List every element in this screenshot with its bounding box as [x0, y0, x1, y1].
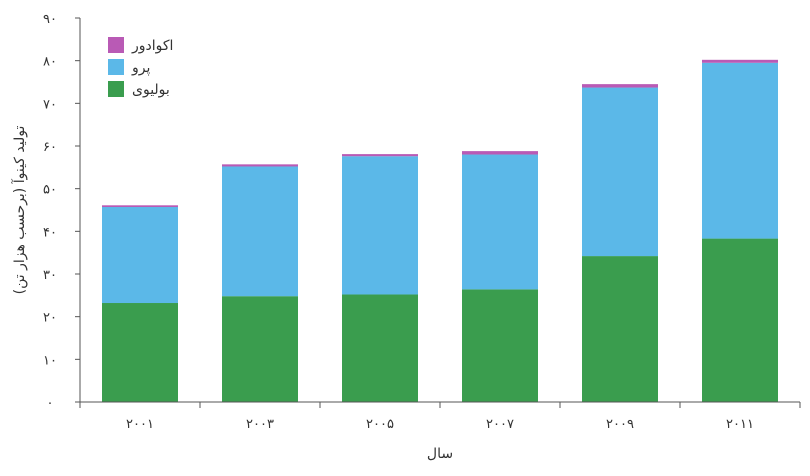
legend-label-2: بولیوی	[132, 82, 170, 98]
x-tick-label: ۲۰۰۵	[366, 417, 394, 432]
x-tick-label: ۲۰۰۱	[126, 417, 154, 432]
bar-segment-1-3	[462, 154, 538, 290]
legend-label-0: اکوادور	[131, 38, 173, 54]
bar-segment-2-0	[102, 205, 178, 208]
bar-segment-0-0	[102, 303, 178, 402]
legend: اکوادور پرو بولیوی	[108, 37, 173, 98]
legend-swatch-0	[108, 37, 124, 53]
bar-segment-1-4	[582, 87, 658, 257]
bar-segment-1-0	[102, 207, 178, 304]
bar-segment-0-3	[462, 289, 538, 402]
y-tick-label: ۴۰	[43, 225, 57, 240]
bar-segment-0-2	[342, 294, 418, 402]
legend-label-1: پرو	[131, 60, 150, 76]
y-axis-title: تولید کینوآ (برحسب هزار تن)	[11, 126, 28, 295]
y-tick-label: ۸۰	[43, 55, 57, 70]
axes-group: ۰ ۱۰ ۲۰ ۳۰ ۴۰ ۵۰ ۶۰ ۷۰ ۸۰ ۹۰ ۲۰۰۱ ۲۰۰۳ ۲۰۰۵ ۲۰۰۷ ۲۰۰۹ ۲…	[43, 12, 801, 432]
y-tick-label: ۱۰	[43, 353, 57, 368]
x-tick-label: ۲۰۱۱	[726, 417, 754, 432]
bar-segment-1-5	[702, 62, 778, 239]
bars-group	[102, 59, 778, 402]
bar-segment-0-1	[222, 296, 298, 402]
bar-segment-2-4	[582, 84, 658, 88]
bar-segment-2-2	[342, 154, 418, 157]
bar-segment-2-1	[222, 164, 298, 167]
bar-segment-0-5	[702, 238, 778, 402]
legend-swatch-2	[108, 81, 124, 97]
bar-segment-1-2	[342, 156, 418, 295]
bar-segment-2-3	[462, 151, 538, 155]
y-tick-label: ۲۰	[43, 311, 57, 326]
x-tick-label: ۲۰۰۹	[606, 417, 634, 432]
y-tick-label: ۹۰	[43, 12, 57, 27]
y-tick-label: ۳۰	[43, 268, 57, 283]
x-tick-label: ۲۰۰۳	[246, 417, 274, 432]
bar-segment-2-5	[702, 59, 778, 63]
x-tick-label: ۲۰۰۷	[486, 417, 514, 432]
y-tick-label: ۶۰	[43, 140, 57, 155]
bar-segment-0-4	[582, 256, 658, 402]
bar-segment-1-1	[222, 166, 298, 297]
y-tick-label: ۰	[47, 396, 54, 411]
x-axis-title: سال	[427, 446, 453, 462]
y-tick-label: ۵۰	[43, 183, 57, 198]
legend-swatch-1	[108, 59, 124, 75]
y-tick-label: ۷۰	[43, 97, 57, 112]
